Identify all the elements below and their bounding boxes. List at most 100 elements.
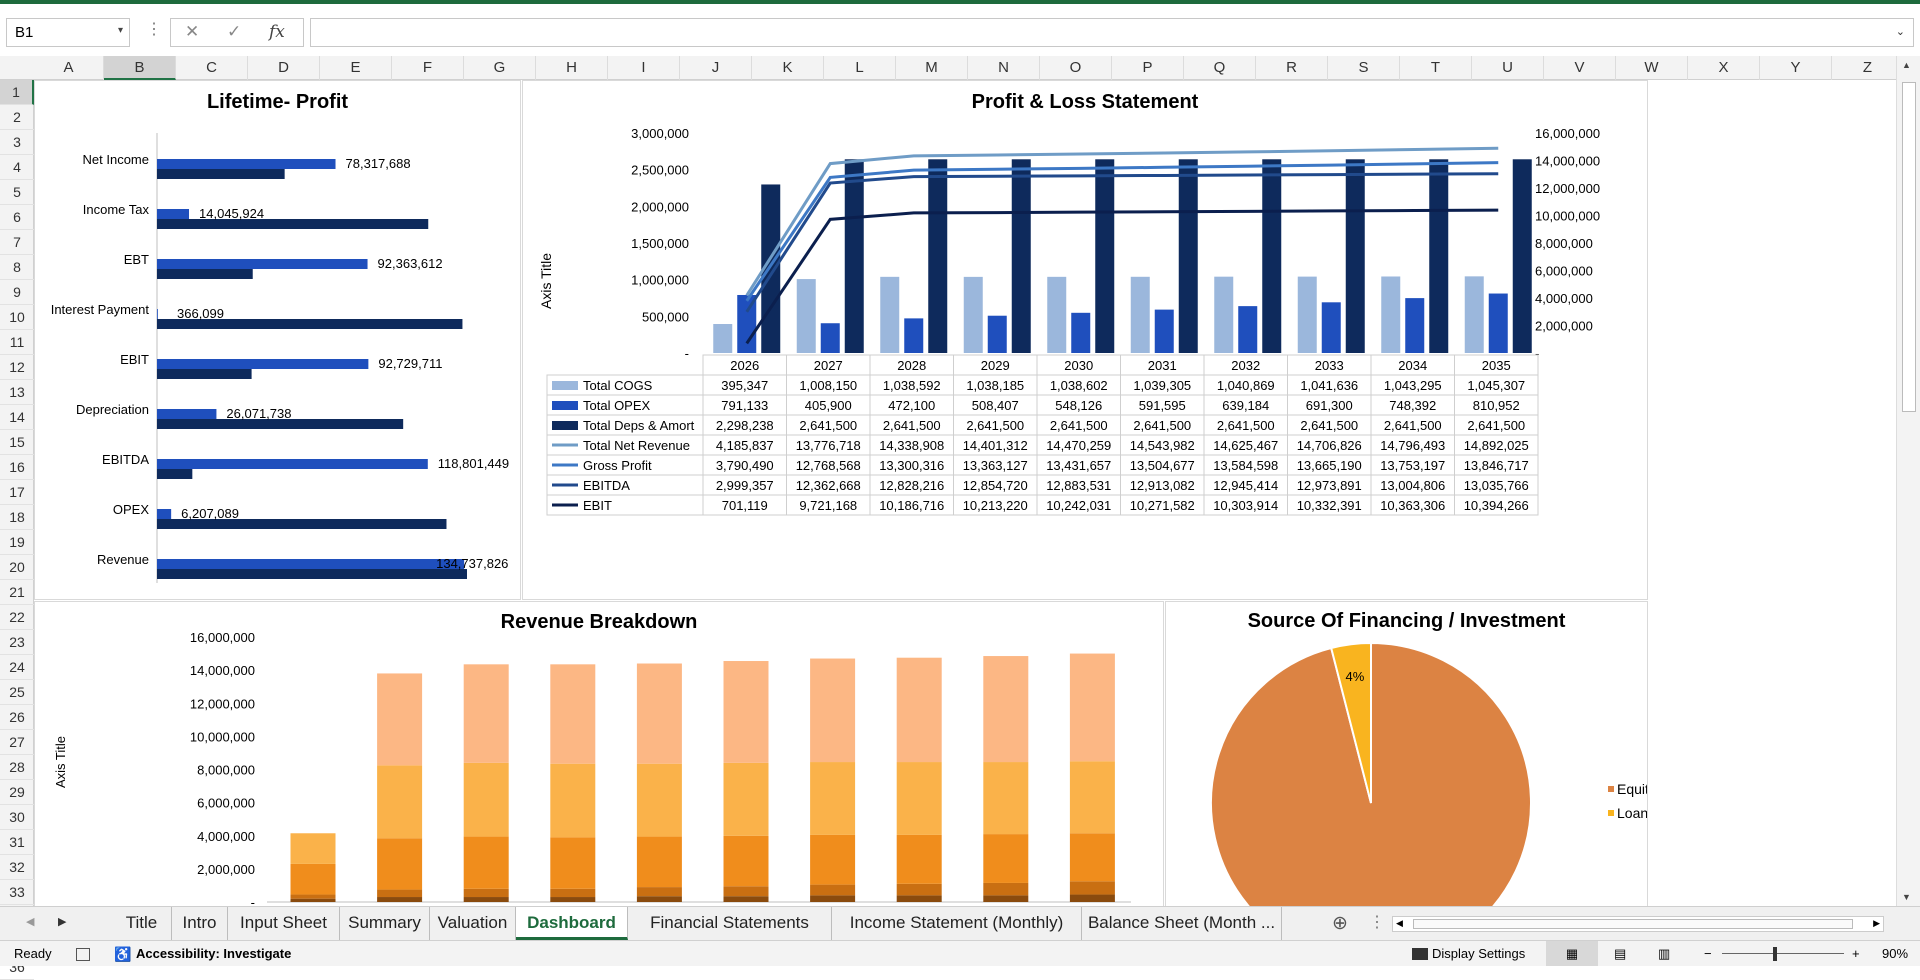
tab-options-icon[interactable]: ⋮ bbox=[1369, 914, 1385, 931]
column-header-j[interactable]: J bbox=[680, 56, 752, 80]
scroll-right-icon[interactable]: ▶ bbox=[1873, 918, 1880, 928]
row-header-17[interactable]: 17 bbox=[0, 480, 34, 505]
horizontal-scrollbar[interactable]: ◀ ▶ bbox=[1392, 916, 1884, 932]
row-header-28[interactable]: 28 bbox=[0, 755, 34, 780]
zoom-out-icon[interactable]: − bbox=[1704, 946, 1712, 961]
row-header-22[interactable]: 22 bbox=[0, 605, 34, 630]
row-header-18[interactable]: 18 bbox=[0, 505, 34, 530]
tab-intro[interactable]: Intro bbox=[172, 907, 228, 940]
vertical-scrollbar[interactable]: ▲ ▼ bbox=[1896, 56, 1920, 906]
prev-sheet-icon[interactable]: ◀ bbox=[26, 916, 35, 928]
row-header-16[interactable]: 16 bbox=[0, 455, 34, 480]
financing-chart[interactable]: Source Of Financing / Investment 4% Equit… bbox=[1165, 601, 1648, 907]
row-header-26[interactable]: 26 bbox=[0, 705, 34, 730]
tab-valuation[interactable]: Valuation bbox=[430, 907, 516, 940]
formula-input[interactable]: ⌄ bbox=[310, 18, 1914, 47]
row-header-10[interactable]: 10 bbox=[0, 305, 34, 330]
tab-dashboard[interactable]: Dashboard bbox=[516, 907, 628, 940]
page-layout-icon[interactable]: ▤ bbox=[1614, 946, 1627, 961]
name-box[interactable]: B1 ▾ bbox=[6, 18, 130, 47]
row-header-21[interactable]: 21 bbox=[0, 580, 34, 605]
column-header-i[interactable]: I bbox=[608, 56, 680, 80]
cancel-icon[interactable]: ✕ bbox=[185, 22, 200, 41]
insert-function-icon[interactable]: fx bbox=[269, 22, 285, 42]
macro-record-icon[interactable] bbox=[76, 948, 90, 961]
column-header-z[interactable]: Z bbox=[1832, 56, 1904, 80]
expand-formula-icon[interactable]: ⌄ bbox=[1895, 26, 1905, 38]
row-header-23[interactable]: 23 bbox=[0, 630, 34, 655]
scroll-thumb[interactable] bbox=[1902, 82, 1916, 412]
column-header-n[interactable]: N bbox=[968, 56, 1040, 80]
scroll-left-icon[interactable]: ◀ bbox=[1396, 918, 1403, 928]
row-header-25[interactable]: 25 bbox=[0, 680, 34, 705]
tab-financial-statements[interactable]: Financial Statements bbox=[628, 907, 832, 940]
column-header-e[interactable]: E bbox=[320, 56, 392, 80]
column-header-a[interactable]: A bbox=[34, 56, 104, 80]
column-header-l[interactable]: L bbox=[824, 56, 896, 80]
row-header-7[interactable]: 7 bbox=[0, 230, 34, 255]
display-settings-icon[interactable] bbox=[1412, 948, 1428, 960]
name-box-dropdown-icon[interactable]: ▾ bbox=[117, 25, 123, 36]
zoom-slider-thumb[interactable] bbox=[1773, 947, 1777, 961]
tab-summary[interactable]: Summary bbox=[340, 907, 430, 940]
row-header-24[interactable]: 24 bbox=[0, 655, 34, 680]
profit-loss-chart[interactable]: Profit & Loss Statement Axis Title 3,000,… bbox=[522, 80, 1648, 600]
row-header-30[interactable]: 30 bbox=[0, 805, 34, 830]
zoom-in-icon[interactable]: + bbox=[1852, 946, 1860, 961]
column-header-f[interactable]: F bbox=[392, 56, 464, 80]
column-header-y[interactable]: Y bbox=[1760, 56, 1832, 80]
column-header-g[interactable]: G bbox=[464, 56, 536, 80]
more-options-icon[interactable]: ⋮ bbox=[146, 21, 162, 38]
column-header-c[interactable]: C bbox=[176, 56, 248, 80]
normal-view-icon[interactable]: ▦ bbox=[1546, 941, 1598, 966]
row-header-20[interactable]: 20 bbox=[0, 555, 34, 580]
row-header-33[interactable]: 33 bbox=[0, 880, 34, 905]
column-header-p[interactable]: P bbox=[1112, 56, 1184, 80]
row-header-8[interactable]: 8 bbox=[0, 255, 34, 280]
column-header-r[interactable]: R bbox=[1256, 56, 1328, 80]
row-header-3[interactable]: 3 bbox=[0, 130, 34, 155]
display-settings[interactable]: Display Settings bbox=[1432, 946, 1526, 961]
tab-income-statement-monthly[interactable]: Income Statement (Monthly) bbox=[832, 907, 1082, 940]
row-header-9[interactable]: 9 bbox=[0, 280, 34, 305]
column-header-t[interactable]: T bbox=[1400, 56, 1472, 80]
column-header-w[interactable]: W bbox=[1616, 56, 1688, 80]
next-sheet-icon[interactable]: ▶ bbox=[58, 916, 67, 928]
row-header-29[interactable]: 29 bbox=[0, 780, 34, 805]
h-scroll-thumb[interactable] bbox=[1413, 919, 1853, 929]
column-header-d[interactable]: D bbox=[248, 56, 320, 80]
column-header-m[interactable]: M bbox=[896, 56, 968, 80]
scroll-down-icon[interactable]: ▼ bbox=[1902, 892, 1911, 902]
zoom-slider[interactable] bbox=[1722, 953, 1844, 954]
row-header-27[interactable]: 27 bbox=[0, 730, 34, 755]
column-header-h[interactable]: H bbox=[536, 56, 608, 80]
column-header-s[interactable]: S bbox=[1328, 56, 1400, 80]
column-header-q[interactable]: Q bbox=[1184, 56, 1256, 80]
row-header-14[interactable]: 14 bbox=[0, 405, 34, 430]
tab-balance-sheet-month[interactable]: Balance Sheet (Month ... bbox=[1082, 907, 1282, 940]
tab-input-sheet[interactable]: Input Sheet bbox=[228, 907, 340, 940]
zoom-level[interactable]: 90% bbox=[1882, 946, 1909, 961]
scroll-up-icon[interactable]: ▲ bbox=[1902, 60, 1911, 70]
row-header-19[interactable]: 19 bbox=[0, 530, 34, 555]
revenue-breakdown-chart[interactable]: Revenue Breakdown Axis Title 16,000,000 14… bbox=[34, 601, 1164, 907]
row-header-6[interactable]: 6 bbox=[0, 205, 34, 230]
worksheet-grid[interactable]: Lifetime- Profit Net Income 78,317,688 Inc… bbox=[34, 80, 1894, 907]
page-break-icon[interactable]: ▥ bbox=[1658, 946, 1671, 961]
accessibility-icon[interactable]: ♿ bbox=[114, 946, 132, 962]
row-header-5[interactable]: 5 bbox=[0, 180, 34, 205]
column-header-u[interactable]: U bbox=[1472, 56, 1544, 80]
row-header-4[interactable]: 4 bbox=[0, 155, 34, 180]
column-header-o[interactable]: O bbox=[1040, 56, 1112, 80]
new-sheet-icon[interactable]: ⊕ bbox=[1332, 913, 1348, 934]
column-header-b[interactable]: B bbox=[104, 56, 176, 80]
lifetime-profit-chart[interactable]: Lifetime- Profit Net Income 78,317,688 Inc… bbox=[34, 80, 521, 600]
accessibility-status[interactable]: Accessibility: Investigate bbox=[136, 946, 292, 961]
row-header-32[interactable]: 32 bbox=[0, 855, 34, 880]
row-header-12[interactable]: 12 bbox=[0, 355, 34, 380]
column-header-x[interactable]: X bbox=[1688, 56, 1760, 80]
column-header-v[interactable]: V bbox=[1544, 56, 1616, 80]
tab-title[interactable]: Title bbox=[112, 907, 172, 940]
row-header-11[interactable]: 11 bbox=[0, 330, 34, 355]
row-header-13[interactable]: 13 bbox=[0, 380, 34, 405]
